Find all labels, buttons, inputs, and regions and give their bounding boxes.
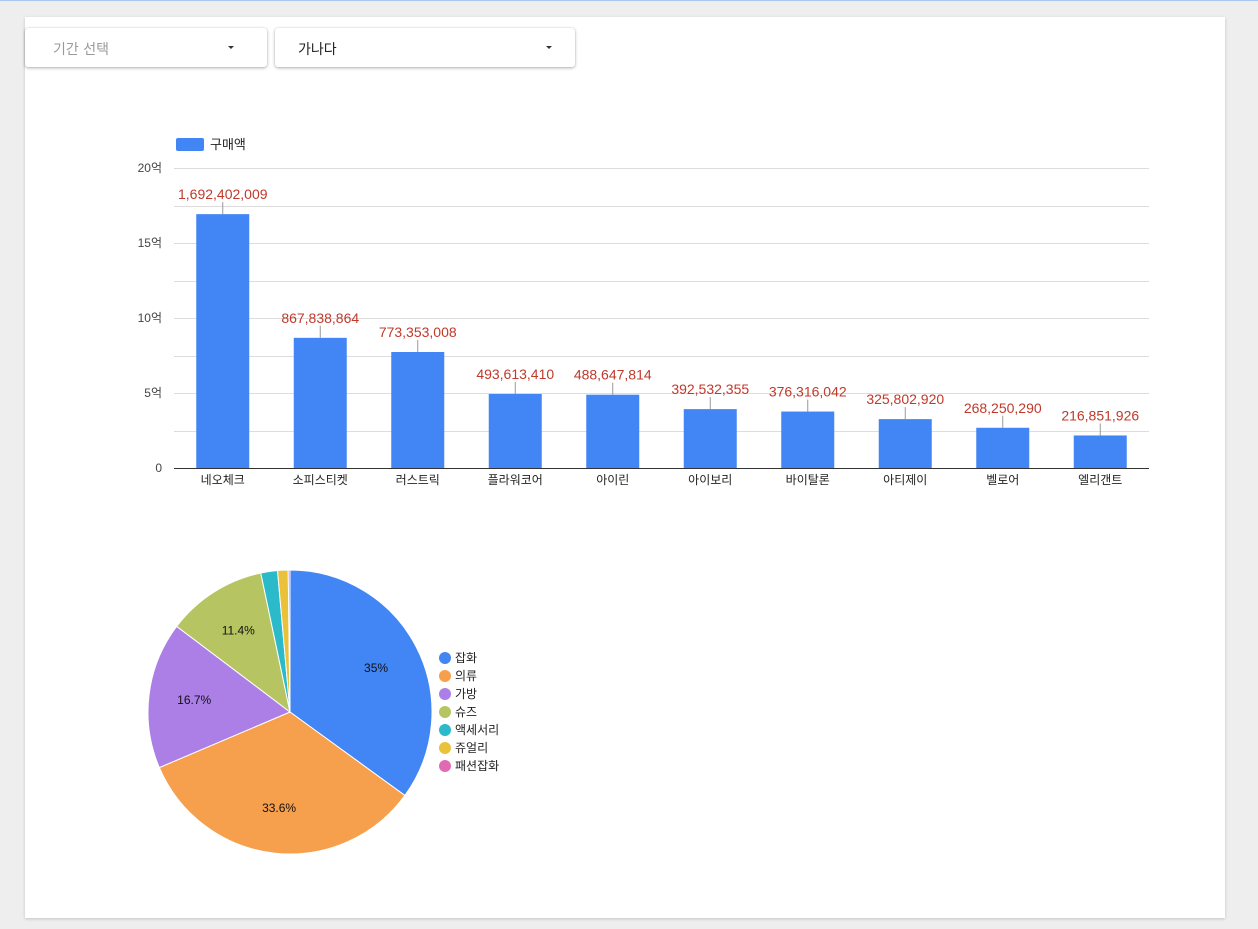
pie-slice (176, 572, 291, 714)
pie-slice (158, 711, 406, 855)
x-tick-label: 아이보리 (688, 473, 732, 487)
bar (1073, 435, 1127, 468)
bar (196, 214, 250, 468)
bar (683, 409, 737, 468)
data-label: 392,532,355 (671, 381, 749, 397)
y-tick-label: 20억 (138, 161, 162, 175)
pie-slice (289, 569, 433, 797)
data-label: 216,851,926 (1061, 407, 1139, 423)
bar (293, 337, 347, 468)
y-tick-label: 5억 (144, 386, 162, 400)
pie-legend-swatch (439, 706, 451, 718)
caret-down-icon (546, 46, 552, 49)
pie-legend-swatch (439, 670, 451, 682)
data-label: 268,250,290 (964, 400, 1042, 416)
sort-select[interactable]: 가나다 (275, 28, 575, 67)
x-tick-label: 플라워코어 (488, 473, 543, 487)
data-label: 1,692,402,009 (178, 186, 268, 202)
bar (976, 427, 1030, 468)
caret-down-icon (228, 46, 234, 49)
data-label: 488,647,814 (574, 367, 652, 383)
y-tick-label: 15억 (138, 236, 162, 250)
pie-legend-label: 액세서리 (455, 723, 499, 737)
data-label: 376,316,042 (769, 384, 847, 400)
pie-slice-label: 35% (364, 661, 388, 675)
bar (781, 411, 835, 468)
legend-label: 구매액 (210, 137, 246, 152)
pie-legend-swatch (439, 652, 451, 664)
pie-legend-label: 쥬얼리 (455, 741, 488, 755)
data-label: 867,838,864 (281, 310, 359, 326)
x-tick-label: 바이탈론 (786, 473, 830, 487)
bar (391, 351, 445, 468)
x-tick-label: 네오체크 (201, 473, 245, 487)
bar (488, 393, 542, 468)
pie-legend-swatch (439, 724, 451, 736)
pie-slice (287, 569, 291, 713)
x-tick-label: 아티제이 (883, 473, 927, 487)
pie-legend-label: 의류 (455, 669, 477, 683)
pie-legend-label: 패션잡화 (455, 759, 499, 773)
pie-legend-label: 잡화 (455, 651, 477, 665)
pie-slice-label: 33.6% (262, 801, 296, 815)
pie-slice-label: 16.7% (177, 693, 211, 707)
x-tick-label: 엘리갠트 (1078, 473, 1122, 487)
pie-legend-swatch (439, 760, 451, 772)
data-label: 773,353,008 (379, 324, 457, 340)
pie-slice-label: 11.4% (222, 623, 255, 637)
legend-swatch (176, 138, 204, 151)
x-tick-label: 아이린 (596, 473, 629, 487)
x-tick-label: 소피스티켓 (293, 473, 348, 487)
period-select[interactable]: 기간 선택 (25, 28, 267, 67)
x-tick-label: 벨로어 (986, 473, 1019, 487)
pie-slice (147, 625, 291, 769)
y-tick-label: 10억 (138, 311, 162, 325)
pie-legend-swatch (439, 688, 451, 700)
bar (586, 394, 640, 468)
sort-select-value: 가나다 (298, 42, 337, 58)
period-select-placeholder: 기간 선택 (53, 42, 109, 58)
pie-legend-label: 가방 (455, 687, 477, 701)
x-tick-label: 러스트릭 (396, 473, 440, 487)
top-border (0, 0, 1258, 1)
pie-legend-swatch (439, 742, 451, 754)
y-tick-label: 0 (155, 461, 162, 475)
pie-legend-label: 슈즈 (455, 705, 477, 719)
data-label: 325,802,920 (866, 391, 944, 407)
bar (878, 419, 932, 468)
data-label: 493,613,410 (476, 366, 554, 382)
